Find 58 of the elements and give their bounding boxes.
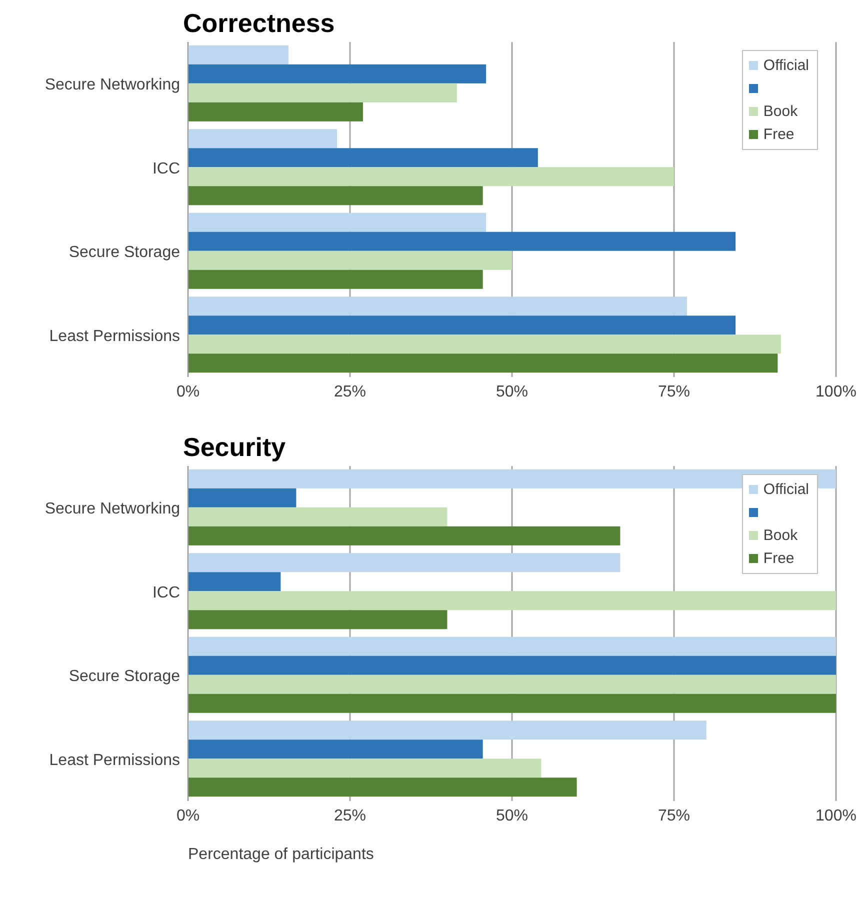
bar	[188, 694, 836, 713]
bar	[188, 610, 448, 630]
bar	[188, 488, 296, 508]
legend-label: Book	[763, 527, 798, 544]
x-tick-label: 0%	[176, 807, 200, 824]
bar	[188, 270, 483, 289]
y-tick-label: ICC	[152, 160, 180, 178]
y-tick-label: Least Permissions	[49, 328, 180, 345]
x-tick-label: 50%	[496, 807, 528, 824]
legend-label: Free	[763, 550, 794, 567]
y-tick-label: Secure Networking	[44, 500, 180, 518]
x-tick-label: 0%	[176, 383, 200, 400]
x-tick-label: 100%	[816, 807, 856, 824]
x-axis-title: Percentage of participants	[188, 845, 375, 865]
bar	[188, 636, 836, 656]
legend-label: Official	[763, 481, 809, 498]
legend-label: Official	[763, 57, 809, 74]
y-tick-label: Least Permissions	[49, 752, 180, 769]
bar	[188, 591, 836, 610]
bar	[188, 167, 674, 186]
bar	[188, 720, 706, 740]
bar	[188, 572, 281, 592]
bar	[188, 212, 486, 232]
bar	[188, 334, 781, 354]
bar	[188, 507, 448, 526]
y-tick-label: ICC	[152, 584, 180, 602]
bar	[188, 656, 836, 675]
x-tick-label: 25%	[334, 383, 366, 400]
y-tick-label: Secure Storage	[68, 668, 180, 686]
x-tick-label: 50%	[496, 383, 528, 400]
bar	[188, 553, 620, 572]
bar	[188, 526, 620, 546]
bar	[188, 83, 457, 102]
legend-label: Book	[763, 103, 798, 120]
x-tick-label: 100%	[816, 383, 856, 400]
bar	[188, 758, 542, 778]
chart-title: Security	[183, 432, 287, 464]
bar	[188, 740, 483, 759]
bar	[188, 129, 338, 148]
bar	[188, 148, 538, 168]
chart-title: Correctness	[183, 8, 336, 40]
bar	[188, 102, 363, 122]
bar	[188, 674, 836, 694]
bar	[188, 186, 483, 206]
y-tick-label: Secure Networking	[44, 76, 180, 94]
x-tick-label: 25%	[334, 807, 366, 824]
bar	[188, 354, 778, 373]
x-tick-label: 75%	[658, 383, 690, 400]
bar	[188, 296, 687, 316]
bar	[188, 316, 736, 335]
bar	[188, 232, 736, 251]
y-tick-label: Secure Storage	[68, 244, 180, 262]
bar	[188, 64, 486, 84]
legend-label: Free	[763, 126, 794, 143]
bar	[188, 45, 288, 64]
bar	[188, 250, 512, 270]
x-tick-label: 75%	[658, 807, 690, 824]
bar	[188, 778, 577, 797]
